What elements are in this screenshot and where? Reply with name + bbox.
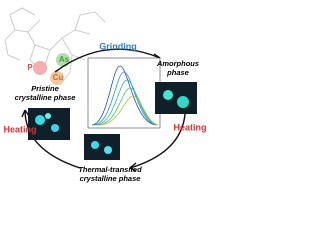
photo-amorphous [155, 82, 197, 114]
phase-label: crystalline phase [80, 174, 141, 183]
molecule [4, 7, 106, 86]
cu-label: Cu [53, 73, 64, 82]
process-label: Grinding [99, 41, 137, 51]
cu-atom [50, 71, 64, 85]
phase-label: crystalline phase [15, 93, 76, 102]
phase-label: Thermal-transited [78, 165, 142, 174]
p-atom [33, 61, 47, 75]
photo-thermal [84, 134, 120, 160]
phase-label: Amorphous [156, 59, 199, 68]
as-label: As [59, 55, 70, 64]
phase-label: phase [166, 68, 189, 77]
as-atom [56, 53, 70, 67]
process-label: Heating [3, 124, 36, 134]
phase-label: Pristine [31, 84, 59, 93]
spectrum [87, 57, 161, 129]
photo-pristine [28, 108, 70, 140]
process-label: Heating [173, 122, 206, 132]
p-label: P [27, 63, 33, 72]
graphic-abstract: P As Cu Pristine crystalline phase Amorp… [3, 7, 207, 183]
